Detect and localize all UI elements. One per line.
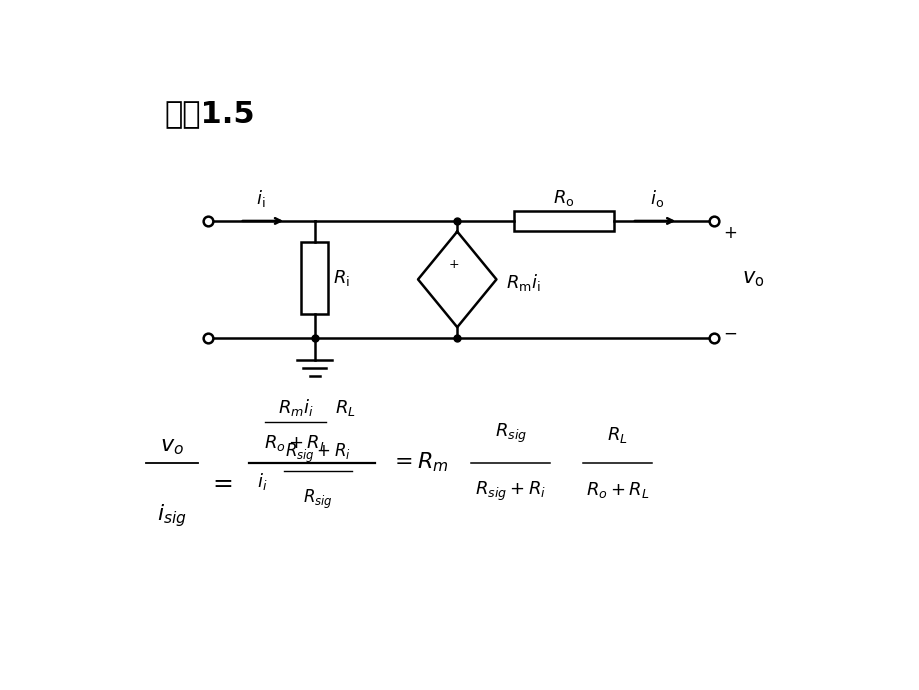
Text: $R_{sig} + R_i$: $R_{sig} + R_i$ — [474, 480, 546, 504]
Text: $i_{\mathrm{o}}$: $i_{\mathrm{o}}$ — [649, 188, 664, 209]
Bar — [514, 211, 614, 231]
Text: $R_{sig} + R_i$: $R_{sig} + R_i$ — [285, 442, 351, 465]
Text: $R_m i_i$: $R_m i_i$ — [278, 397, 312, 417]
Text: $i_{sig}$: $i_{sig}$ — [157, 502, 187, 529]
Text: $i_i$: $i_i$ — [257, 471, 267, 492]
Text: $R_o + R_L$: $R_o + R_L$ — [585, 480, 649, 500]
Text: $v_{\mathrm{o}}$: $v_{\mathrm{o}}$ — [742, 269, 764, 289]
Text: $-$: $-$ — [722, 324, 736, 342]
Text: $=$: $=$ — [208, 471, 233, 494]
Text: $v_o$: $v_o$ — [160, 437, 184, 457]
Bar — [301, 242, 328, 314]
Text: +: + — [448, 258, 460, 271]
Text: $R_{\mathrm{o}}$: $R_{\mathrm{o}}$ — [553, 188, 574, 208]
Text: $R_L$: $R_L$ — [607, 425, 628, 445]
Text: $R_{sig}$: $R_{sig}$ — [494, 422, 527, 445]
Text: 习题1.5: 习题1.5 — [165, 99, 255, 128]
Text: $R_L$: $R_L$ — [335, 397, 355, 417]
Text: $R_{\mathrm{m}}i_{\mathrm{i}}$: $R_{\mathrm{m}}i_{\mathrm{i}}$ — [505, 272, 539, 293]
Text: $R_{\mathrm{i}}$: $R_{\mathrm{i}}$ — [333, 268, 350, 288]
Text: $R_o + R_L$: $R_o + R_L$ — [264, 433, 327, 453]
Text: +: + — [722, 224, 736, 241]
Text: $= R_m$: $= R_m$ — [389, 451, 448, 475]
Text: $i_{\mathrm{i}}$: $i_{\mathrm{i}}$ — [256, 188, 266, 209]
Text: $R_{sig}$: $R_{sig}$ — [303, 488, 333, 511]
